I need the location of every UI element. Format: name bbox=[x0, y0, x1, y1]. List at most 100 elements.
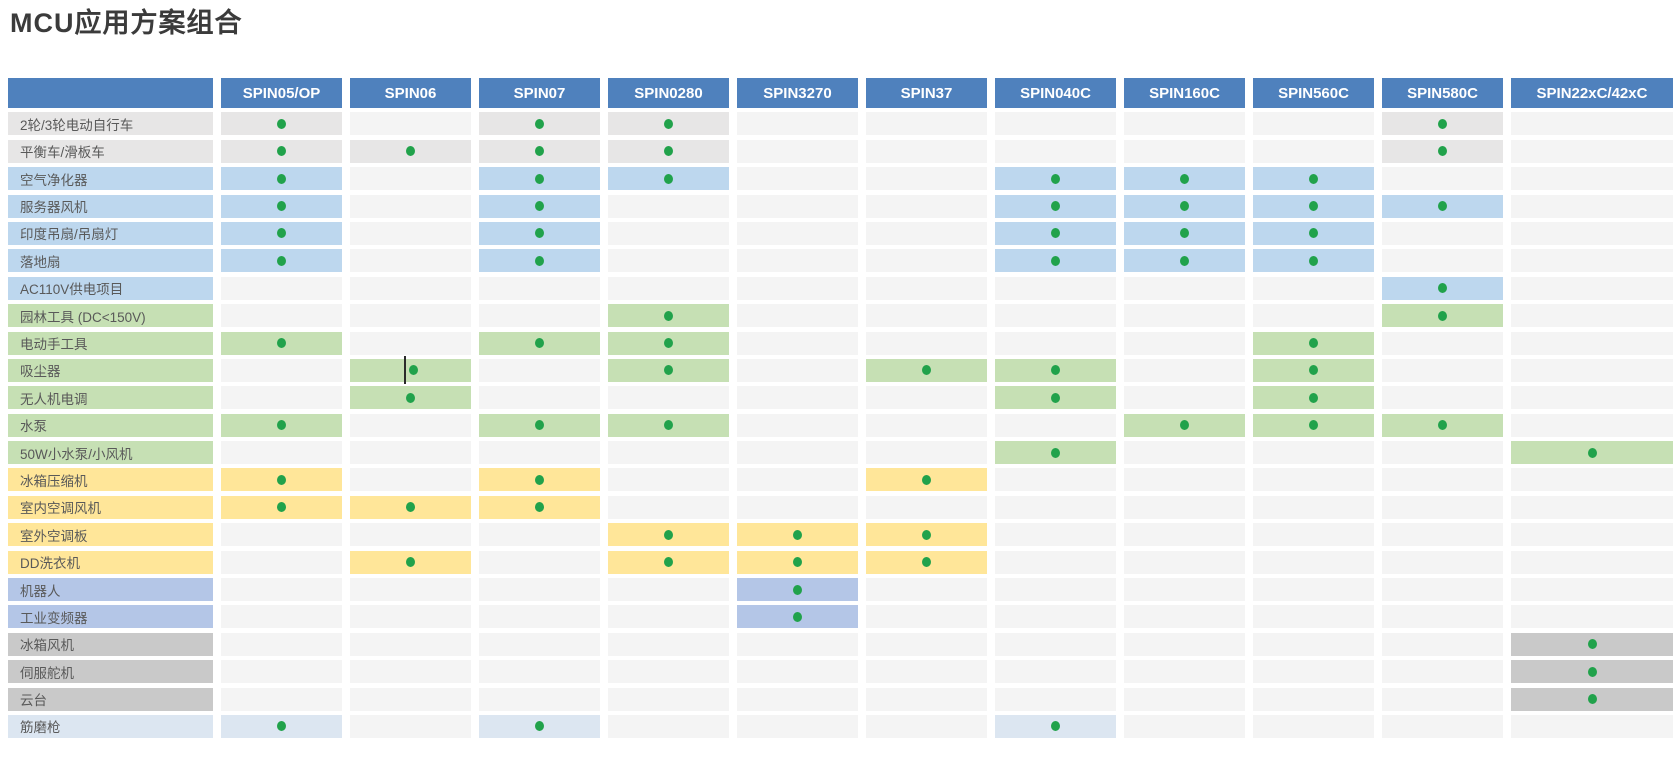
row-label[interactable]: 电动手工具 bbox=[8, 331, 213, 355]
matrix-cell[interactable] bbox=[608, 550, 729, 574]
matrix-cell[interactable] bbox=[479, 550, 600, 574]
row-label[interactable]: 冰箱风机 bbox=[8, 632, 213, 656]
matrix-cell[interactable] bbox=[1511, 194, 1673, 218]
matrix-cell[interactable] bbox=[995, 112, 1116, 136]
matrix-cell[interactable] bbox=[995, 194, 1116, 218]
matrix-cell[interactable] bbox=[350, 194, 471, 218]
matrix-cell[interactable] bbox=[479, 304, 600, 328]
row-label[interactable]: 园林工具 (DC<150V) bbox=[8, 304, 213, 328]
matrix-cell[interactable] bbox=[350, 605, 471, 629]
matrix-cell[interactable] bbox=[1382, 523, 1503, 547]
matrix-cell[interactable] bbox=[995, 276, 1116, 300]
matrix-cell[interactable] bbox=[221, 331, 342, 355]
matrix-cell[interactable] bbox=[350, 139, 471, 163]
matrix-cell[interactable] bbox=[995, 578, 1116, 602]
matrix-cell[interactable] bbox=[1124, 578, 1245, 602]
matrix-cell[interactable] bbox=[608, 112, 729, 136]
matrix-cell[interactable] bbox=[737, 687, 858, 711]
matrix-cell[interactable] bbox=[737, 276, 858, 300]
matrix-cell[interactable] bbox=[1253, 249, 1374, 273]
matrix-cell[interactable] bbox=[221, 386, 342, 410]
matrix-cell[interactable] bbox=[1382, 358, 1503, 382]
matrix-cell[interactable] bbox=[221, 112, 342, 136]
matrix-cell[interactable] bbox=[221, 550, 342, 574]
matrix-cell[interactable] bbox=[1124, 304, 1245, 328]
matrix-cell[interactable] bbox=[479, 167, 600, 191]
matrix-cell[interactable] bbox=[350, 356, 471, 385]
matrix-cell[interactable] bbox=[995, 167, 1116, 191]
row-label[interactable]: 室内空调风机 bbox=[8, 495, 213, 519]
row-label[interactable]: 印度吊扇/吊扇灯 bbox=[8, 221, 213, 245]
matrix-cell[interactable] bbox=[1382, 413, 1503, 437]
matrix-cell[interactable] bbox=[737, 605, 858, 629]
matrix-cell[interactable] bbox=[1382, 167, 1503, 191]
matrix-cell[interactable] bbox=[479, 221, 600, 245]
matrix-cell[interactable] bbox=[479, 139, 600, 163]
matrix-cell[interactable] bbox=[1124, 660, 1245, 684]
matrix-cell[interactable] bbox=[1382, 468, 1503, 492]
matrix-cell[interactable] bbox=[866, 632, 987, 656]
matrix-cell[interactable] bbox=[1511, 358, 1673, 382]
matrix-cell[interactable] bbox=[737, 413, 858, 437]
matrix-cell[interactable] bbox=[1253, 358, 1374, 382]
matrix-cell[interactable] bbox=[221, 139, 342, 163]
matrix-cell[interactable] bbox=[737, 523, 858, 547]
column-header[interactable]: SPIN22xC/42xC bbox=[1511, 78, 1673, 108]
matrix-cell[interactable] bbox=[350, 304, 471, 328]
matrix-cell[interactable] bbox=[1511, 605, 1673, 629]
matrix-cell[interactable] bbox=[1511, 276, 1673, 300]
matrix-cell[interactable] bbox=[737, 249, 858, 273]
row-label[interactable]: 无人机电调 bbox=[8, 386, 213, 410]
matrix-cell[interactable] bbox=[995, 523, 1116, 547]
matrix-cell[interactable] bbox=[350, 221, 471, 245]
matrix-cell[interactable] bbox=[350, 714, 471, 738]
column-header[interactable]: SPIN3270 bbox=[737, 78, 858, 108]
matrix-cell[interactable] bbox=[479, 331, 600, 355]
matrix-cell[interactable] bbox=[737, 468, 858, 492]
matrix-cell[interactable] bbox=[1253, 386, 1374, 410]
matrix-cell[interactable] bbox=[866, 413, 987, 437]
matrix-cell[interactable] bbox=[1253, 605, 1374, 629]
matrix-cell[interactable] bbox=[866, 304, 987, 328]
matrix-cell[interactable] bbox=[221, 495, 342, 519]
matrix-cell[interactable] bbox=[866, 714, 987, 738]
matrix-cell[interactable] bbox=[1253, 550, 1374, 574]
matrix-cell[interactable] bbox=[866, 221, 987, 245]
matrix-cell[interactable] bbox=[350, 578, 471, 602]
matrix-cell[interactable] bbox=[866, 276, 987, 300]
matrix-cell[interactable] bbox=[1511, 221, 1673, 245]
matrix-cell[interactable] bbox=[221, 632, 342, 656]
matrix-cell[interactable] bbox=[1382, 331, 1503, 355]
matrix-cell[interactable] bbox=[350, 249, 471, 273]
matrix-cell[interactable] bbox=[866, 331, 987, 355]
matrix-cell[interactable] bbox=[1253, 660, 1374, 684]
matrix-cell[interactable] bbox=[1253, 413, 1374, 437]
matrix-cell[interactable] bbox=[1253, 441, 1374, 465]
matrix-cell[interactable] bbox=[1511, 386, 1673, 410]
matrix-cell[interactable] bbox=[221, 413, 342, 437]
matrix-cell[interactable] bbox=[995, 139, 1116, 163]
matrix-cell[interactable] bbox=[737, 578, 858, 602]
matrix-cell[interactable] bbox=[1511, 550, 1673, 574]
column-header[interactable]: SPIN06 bbox=[350, 78, 471, 108]
matrix-cell[interactable] bbox=[221, 358, 342, 382]
matrix-cell[interactable] bbox=[737, 441, 858, 465]
matrix-cell[interactable] bbox=[1382, 578, 1503, 602]
matrix-cell[interactable] bbox=[221, 660, 342, 684]
matrix-cell[interactable] bbox=[221, 578, 342, 602]
matrix-cell[interactable] bbox=[1124, 139, 1245, 163]
column-header[interactable]: SPIN580C bbox=[1382, 78, 1503, 108]
matrix-cell[interactable] bbox=[608, 441, 729, 465]
matrix-cell[interactable] bbox=[1253, 167, 1374, 191]
matrix-cell[interactable] bbox=[1382, 660, 1503, 684]
matrix-cell[interactable] bbox=[1511, 249, 1673, 273]
matrix-cell[interactable] bbox=[866, 468, 987, 492]
matrix-cell[interactable] bbox=[608, 413, 729, 437]
matrix-cell[interactable] bbox=[221, 276, 342, 300]
matrix-cell[interactable] bbox=[737, 660, 858, 684]
matrix-cell[interactable] bbox=[221, 194, 342, 218]
matrix-cell[interactable] bbox=[1253, 112, 1374, 136]
row-label[interactable]: 云台 bbox=[8, 687, 213, 711]
matrix-cell[interactable] bbox=[1124, 550, 1245, 574]
row-label[interactable]: 室外空调板 bbox=[8, 523, 213, 547]
